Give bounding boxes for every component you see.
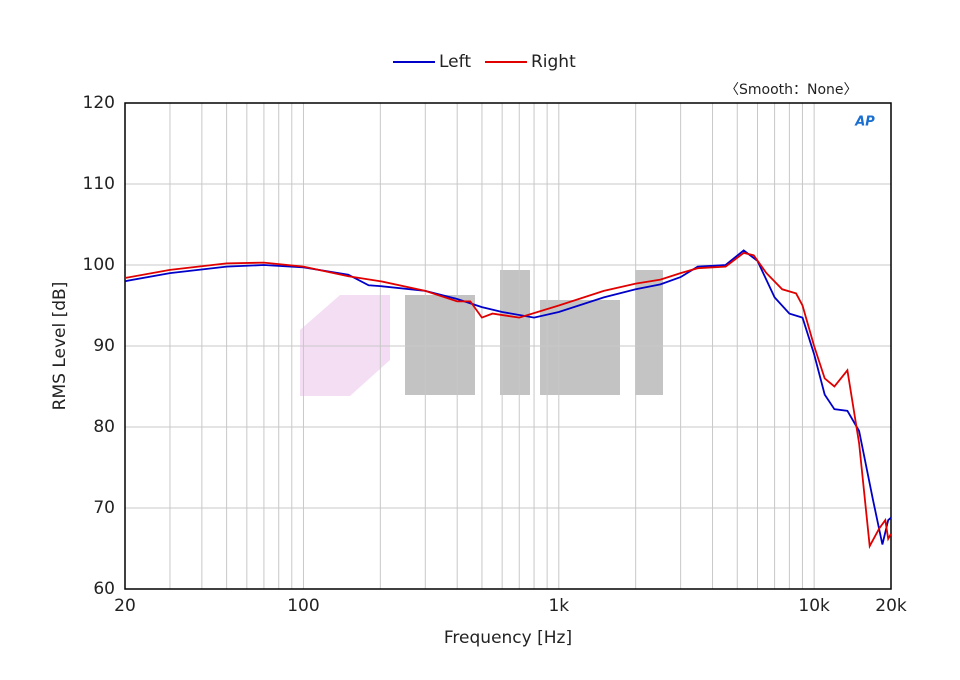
logo: AP — [854, 115, 875, 130]
y-tick-label: 110 — [83, 174, 115, 194]
y-tick-label: 90 — [93, 336, 115, 356]
x-axis-label: Frequency [Hz] — [444, 628, 572, 648]
y-tick-label: 60 — [93, 579, 115, 599]
y-tick-label: 100 — [83, 255, 115, 275]
y-tick-label: 70 — [93, 498, 115, 518]
plot-frame — [124, 102, 892, 590]
legend-label: Left — [439, 52, 471, 72]
x-tick-label: 10k — [798, 596, 830, 616]
x-tick-label: 1k — [548, 596, 569, 616]
line-series — [124, 249, 892, 545]
watermark — [300, 270, 663, 396]
legend-label: Right — [531, 52, 576, 72]
y-axis-label: RMS Level [dB] — [50, 282, 70, 411]
x-tick-label: 20 — [114, 596, 136, 616]
annotation: 〈Smooth：None〉 — [725, 82, 858, 98]
x-tick-label: 20k — [875, 596, 907, 616]
line-series — [124, 251, 892, 550]
x-tick-label: 100 — [287, 596, 319, 616]
y-tick-label: 120 — [83, 93, 115, 113]
y-tick-label: 80 — [93, 417, 115, 437]
